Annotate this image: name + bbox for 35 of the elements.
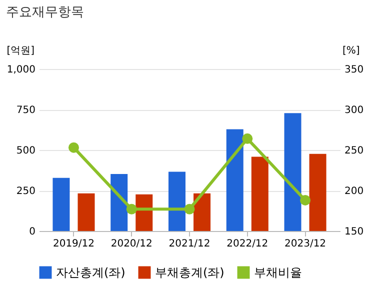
y2-tick-label: 150 <box>344 226 364 238</box>
bar <box>52 178 70 231</box>
x-tick-label: 2019/12 <box>52 238 95 250</box>
y2-tick-label: 300 <box>344 105 364 116</box>
y2-tick-label: 200 <box>344 186 364 197</box>
x-tick-label: 2022/12 <box>226 238 268 250</box>
point <box>300 194 311 206</box>
bar <box>110 174 128 231</box>
y-tick-label: 1,000 <box>6 64 36 76</box>
bar <box>226 129 244 231</box>
bar <box>309 154 326 231</box>
y2-tick-label: 250 <box>344 146 364 156</box>
y2-axis-title: [%] <box>342 46 360 56</box>
bar <box>251 156 268 231</box>
bar <box>284 113 302 231</box>
y-tick-label: 500 <box>16 146 36 156</box>
chart-title: 주요재무항목 <box>6 5 84 20</box>
point <box>68 142 79 153</box>
y2-tick-label: 350 <box>344 64 364 76</box>
x-tick-label: 2023/12 <box>284 238 326 250</box>
y-axis-title: [억원] <box>6 46 35 56</box>
point <box>184 204 195 214</box>
point <box>126 204 137 214</box>
y-tick-label: 250 <box>16 186 36 197</box>
bar <box>194 193 211 231</box>
legend-label: 부채총계(좌) <box>155 266 224 280</box>
x-tick-label: 2021/12 <box>168 238 210 250</box>
y-tick-label: 750 <box>16 105 36 116</box>
bar <box>168 172 186 231</box>
legend-label: 부채비율 <box>254 266 302 280</box>
bar <box>78 193 95 231</box>
legend-label: 자산총계(좌) <box>56 266 126 280</box>
x-tick-label: 2020/12 <box>110 238 152 250</box>
point <box>242 133 253 144</box>
y-tick-label: 0 <box>29 226 36 238</box>
